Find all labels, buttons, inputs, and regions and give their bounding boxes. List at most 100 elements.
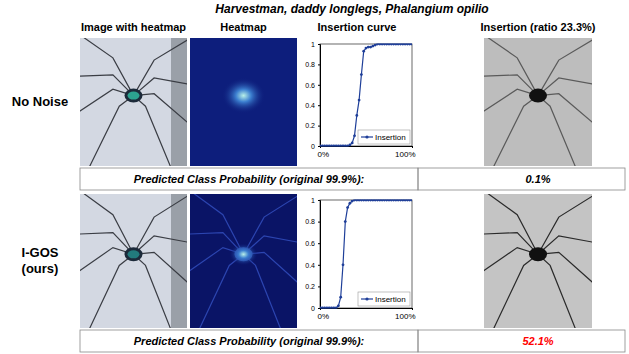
series-marker (342, 263, 345, 266)
y-tick-mark (318, 200, 320, 201)
y-axis-line (318, 45, 321, 147)
spider-leg (244, 194, 298, 254)
x-tick: 100% (395, 308, 415, 321)
series-marker (337, 304, 340, 307)
y-tick: 0.6 (305, 82, 320, 89)
spider-leg (538, 194, 592, 254)
insertion-background (484, 194, 592, 328)
series-marker (349, 202, 352, 205)
y-tick-mark (318, 44, 320, 45)
spider-body (529, 89, 547, 103)
column-header: Heatmap (220, 21, 267, 33)
series-line (320, 44, 412, 146)
y-tick-mark (318, 265, 320, 266)
x-tick-mark (412, 308, 413, 310)
insertion-background (484, 38, 592, 166)
series-marker (351, 142, 354, 145)
figure: Harvestman, daddy longlegs, Phalangium o… (0, 0, 629, 354)
spider-leg (80, 194, 134, 254)
spider-leg (80, 38, 134, 96)
y-tick-mark (318, 243, 320, 244)
spider-leg (485, 254, 538, 328)
y-tick-label: 0 (311, 305, 315, 312)
insertion-image (484, 38, 592, 166)
spider-leg (190, 194, 244, 254)
legend-label: Insertion (375, 295, 406, 304)
row-label: I-GOS(ours) (22, 245, 59, 276)
caption: Predicted Class Probability (original 99… (134, 335, 365, 347)
y-axis: 00.20.40.60.81 (305, 41, 320, 150)
y-axis-line (318, 201, 321, 309)
y-tick: 0.2 (305, 283, 320, 290)
series-line (320, 200, 412, 308)
caption-cell (80, 330, 418, 352)
x-tick: 0% (318, 146, 330, 159)
y-tick-label: 0.6 (305, 240, 315, 247)
spider-body (125, 247, 143, 261)
spider-leg (485, 96, 538, 166)
spider-leg (80, 233, 134, 255)
heat-overlay (128, 92, 140, 100)
spider-leg (134, 194, 188, 254)
spider-leg (134, 252, 188, 302)
series-marker (362, 50, 365, 53)
heatmap-background (190, 194, 297, 328)
y-tick-mark (318, 222, 320, 223)
y-tick-mark (318, 126, 320, 127)
y-tick: 0.4 (305, 102, 320, 109)
column-header: Image with heatmap (81, 21, 186, 33)
x-axis-line (321, 309, 413, 311)
y-tick-label: 0.4 (305, 102, 315, 109)
spider-leg (244, 254, 289, 328)
heat-overlay (128, 250, 140, 258)
spider-leg (81, 254, 134, 328)
caption: Predicted Class Probability (original 99… (134, 173, 365, 185)
y-tick-label: 0.6 (305, 82, 315, 89)
row-label-line: (ours) (22, 261, 59, 276)
chart-background (300, 194, 414, 328)
spider-leg (538, 38, 592, 96)
x-tick-label: 100% (395, 150, 415, 159)
spider-leg (538, 96, 583, 166)
spider-body (529, 247, 547, 261)
spider-leg (134, 38, 188, 96)
spider-leg (191, 254, 244, 328)
x-tick-label: 0% (318, 312, 330, 321)
chart-background (300, 38, 414, 166)
image-shadow (171, 194, 187, 328)
plot-frame (320, 44, 412, 146)
spider-leg (134, 254, 179, 328)
plot-area (320, 44, 412, 147)
caption-cell (80, 168, 418, 190)
x-axis-line (321, 147, 413, 149)
spider-leg (538, 254, 583, 328)
series-marker (335, 307, 338, 309)
image-background (80, 38, 187, 166)
y-tick: 0.2 (305, 122, 320, 129)
y-tick-label: 0.4 (305, 262, 315, 269)
spider-body (125, 89, 143, 103)
y-tick-mark (318, 286, 320, 287)
heatmap (190, 194, 297, 328)
column-header: Insertion curve (318, 21, 397, 33)
spider-leg (134, 96, 179, 166)
heatmap-glow (222, 78, 266, 114)
figure-title: Harvestman, daddy longlegs, Phalangium o… (215, 2, 488, 16)
spider-leg (484, 233, 538, 255)
x-axis: 0% 100% (318, 308, 416, 321)
insertion-probability: 0.1% (525, 173, 550, 185)
y-tick: 0.8 (305, 218, 320, 225)
legend: Insertion (358, 292, 410, 306)
spider-leg (538, 94, 592, 142)
spider-leg (484, 194, 538, 254)
spider-leg (484, 38, 538, 96)
image-background (80, 194, 187, 328)
row-label: No Noise (12, 94, 68, 109)
y-tick-label: 1 (311, 197, 315, 204)
row-label-line: No Noise (12, 94, 68, 109)
y-tick-label: 0.8 (305, 218, 315, 225)
plot-area (320, 200, 412, 309)
x-tick-label: 100% (395, 312, 415, 321)
row-label-line: I-GOS (22, 245, 59, 260)
y-tick-label: 0.8 (305, 61, 315, 68)
